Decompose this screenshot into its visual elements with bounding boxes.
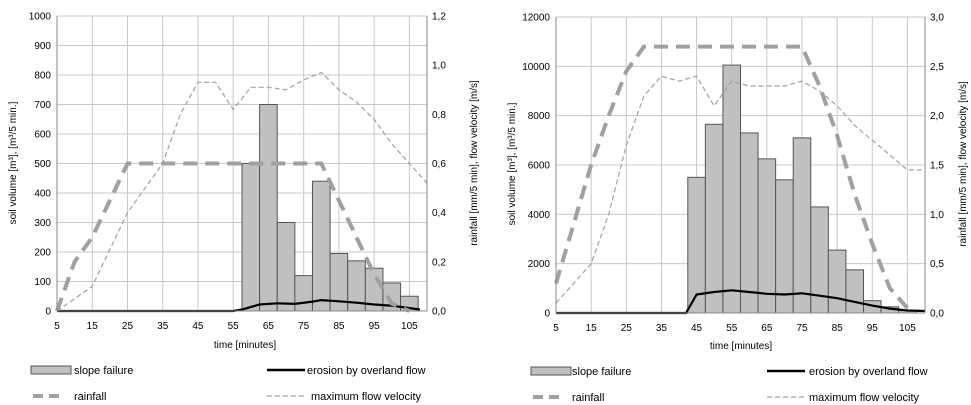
chart-left: soil volume [m³], [m³/5 min.] rainfall [… — [8, 12, 480, 352]
chart-left-max-flow-line — [56, 71, 428, 312]
chart-left-x-tick-label: 65 — [263, 321, 275, 332]
chart-left-y-right-tick-label: 1,0 — [432, 61, 446, 72]
chart-right-bar-slope-failure — [757, 158, 777, 314]
legend-left-max-flow-label: maximum flow velocity — [311, 391, 422, 403]
chart-right-y-right-tick-label: 2,5 — [930, 62, 944, 73]
chart-left-x-tick-label: 95 — [369, 321, 381, 332]
chart-left-bars — [241, 104, 419, 312]
chart-left-x-tick-label: 105 — [401, 321, 418, 332]
chart-right-y-right-tick-label: 0,5 — [930, 259, 944, 270]
chart-left-bar-slope-failure — [311, 180, 331, 312]
chart-left-y-left-tick-label: 900 — [34, 41, 51, 52]
chart-left-rainfall-line — [55, 161, 411, 313]
chart-right-y-left-label: soil volume [m³], [m³/5 min.] — [507, 102, 518, 225]
chart-left-y-left-tick-label: 1000 — [29, 12, 52, 23]
chart-left-bar-slope-failure — [259, 104, 278, 312]
chart-left-x-tick-label: 85 — [333, 321, 345, 332]
chart-right-bar-slope-failure — [827, 249, 847, 314]
chart-left-y-left-tick-label: 800 — [34, 71, 51, 82]
legend-right-slope-failure-swatch — [530, 366, 572, 376]
chart-right-y-left-tick-label: 4000 — [528, 210, 551, 221]
chart-left-x-tick-label: 45 — [192, 321, 204, 332]
chart-left-x-tick-label: 75 — [298, 321, 310, 332]
chart-right-y-left-tick-label: 0 — [544, 309, 550, 320]
chart-right-rainfall-line — [554, 44, 909, 310]
legend-right-erosion-label: erosion by overland flow — [809, 366, 928, 378]
chart-right-bar-slope-failure — [845, 269, 865, 314]
legend-right-max-flow-label: maximum flow velocity — [809, 392, 920, 404]
chart-right-x-tick-label: 95 — [867, 323, 879, 334]
chart-right-y-right-tick-label: 0,0 — [930, 309, 944, 320]
legend-left-slope-failure-label: slope failure — [74, 365, 133, 377]
chart-right-y-left-tick-label: 10000 — [522, 62, 550, 73]
chart-right-erosion-line — [556, 289, 926, 315]
chart-right-x-tick-label: 45 — [691, 323, 703, 334]
chart-right-bar-slope-failure — [740, 132, 759, 314]
chart-left-bar-slope-failure — [294, 275, 313, 312]
chart-right-x-tick-label: 105 — [899, 323, 916, 334]
chart-right-bar-slope-failure — [722, 64, 742, 314]
chart-right-bars — [687, 64, 917, 314]
chart-right-x-tick-label: 15 — [586, 323, 598, 334]
chart-right-x-tick-label: 35 — [656, 323, 668, 334]
chart-left-x-tick-label: 55 — [228, 321, 240, 332]
chart-left-y-left-tick-label: 0 — [45, 307, 51, 318]
chart-right-y-right-tick-label: 2,0 — [930, 111, 944, 122]
chart-left-y-left-tick-label: 600 — [34, 130, 51, 141]
legend-left: slope failure erosion by overland flow r… — [30, 365, 426, 403]
chart-right-x-tick-label: 65 — [761, 323, 773, 334]
chart-left-y-right-tick-label: 0,8 — [432, 110, 446, 121]
chart-right-y-left-tick-label: 12000 — [522, 13, 550, 24]
chart-left-x-tick-label: 5 — [54, 321, 60, 332]
chart-right-y-right-tick-label: 3,0 — [930, 13, 944, 24]
chart-right-bar-slope-failure — [704, 123, 724, 314]
chart-right-y-left-tick-label: 6000 — [528, 161, 551, 172]
chart-left-erosion-line — [57, 298, 421, 313]
chart-left-x-tick-label: 35 — [157, 321, 169, 332]
chart-left-y-right-tick-label: 0,0 — [432, 307, 446, 318]
chart-left-bar-slope-failure — [241, 163, 261, 312]
chart-left-y-left-label: soil volume [m³], [m³/5 min.] — [8, 101, 19, 224]
chart-right-x-tick-label: 5 — [553, 323, 559, 334]
chart-right-y-right-label: rainfall [mm/5 min], flow velocity [m/s] — [958, 81, 969, 247]
legend-right: slope failure erosion by overland flow r… — [530, 366, 928, 404]
chart-left-y-left-tick-label: 700 — [34, 100, 51, 111]
chart-right-bar-slope-failure — [792, 137, 812, 314]
legend-right-slope-failure-label: slope failure — [572, 366, 631, 378]
chart-right-max-flow-line — [555, 75, 925, 304]
chart-left-y-left-tick-label: 200 — [34, 248, 51, 259]
legend-right-rainfall-label: rainfall — [572, 392, 604, 404]
chart-left-y-left-tick-label: 400 — [34, 189, 51, 200]
chart-left-y-right-tick-label: 1,2 — [432, 12, 446, 23]
chart-right-x-tick-label: 85 — [832, 323, 844, 334]
chart-right-x-tick-label: 75 — [796, 323, 808, 334]
chart-right-y-left-tick-label: 2000 — [528, 259, 551, 270]
chart-right-y-left-tick-label: 8000 — [528, 111, 551, 122]
chart-right-x-tick-label: 25 — [621, 323, 633, 334]
legend-left-erosion-label: erosion by overland flow — [307, 365, 426, 377]
chart-left-x-tick-label: 25 — [122, 321, 134, 332]
chart-left-y-right-tick-label: 0,6 — [432, 159, 446, 170]
legend-left-rainfall-label: rainfall — [74, 391, 106, 403]
chart-right-y-right-tick-label: 1,0 — [930, 210, 944, 221]
chart-left-y-left-tick-label: 500 — [34, 159, 51, 170]
chart-left-y-left-tick-label: 100 — [34, 277, 51, 288]
chart-left-y-right-tick-label: 0,2 — [432, 257, 446, 268]
chart-right: soil volume [m³], [m³/5 min.] rainfall [… — [507, 13, 969, 353]
chart-right-y-right-tick-label: 1,5 — [930, 161, 944, 172]
legend-left-slope-failure-swatch — [30, 365, 72, 375]
chart-left-y-right-label: rainfall [mm/5 min], flow velocity [m/s] — [469, 80, 480, 246]
chart-right-x-label: time [minutes] — [710, 341, 772, 352]
chart-left-bar-slope-failure — [276, 222, 296, 312]
chart-right-x-tick-label: 55 — [726, 323, 738, 334]
chart-left-x-tick-label: 15 — [87, 321, 99, 332]
chart-left-y-left-tick-label: 300 — [34, 218, 51, 229]
chart-left-y-right-tick-label: 0,4 — [432, 208, 446, 219]
chart-left-x-label: time [minutes] — [214, 340, 276, 351]
